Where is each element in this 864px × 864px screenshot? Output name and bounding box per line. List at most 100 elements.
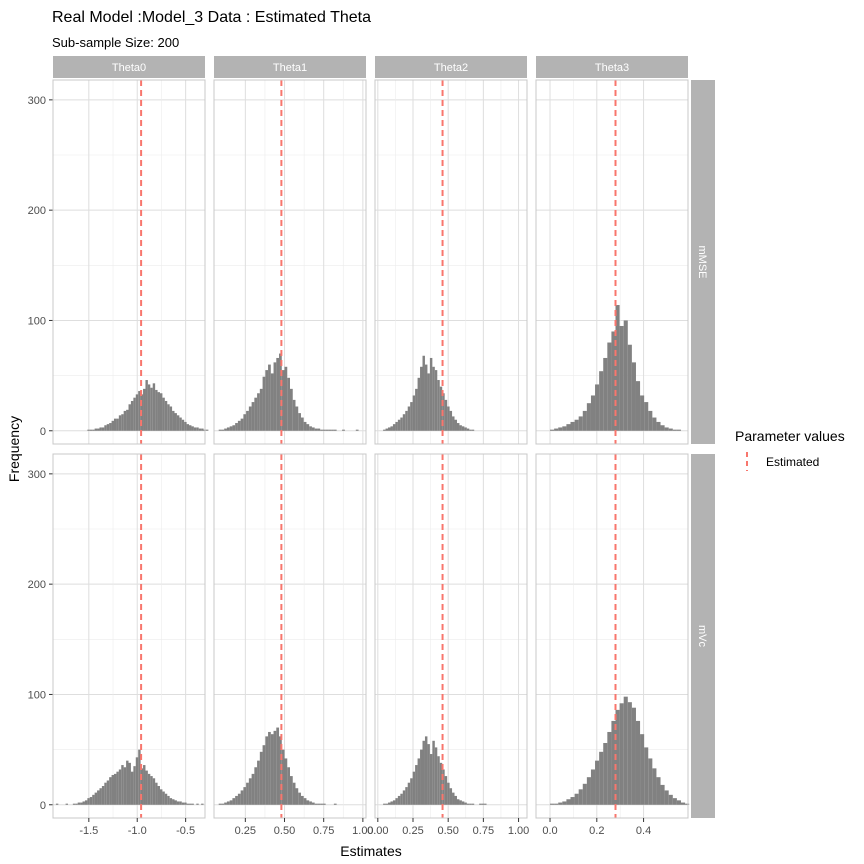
- x-tick-label: 0.50: [274, 825, 295, 837]
- histogram-bar: [454, 419, 457, 431]
- y-axis-title: Frequency: [6, 416, 22, 482]
- histogram-bar: [395, 421, 398, 431]
- histogram-bar: [284, 758, 288, 805]
- histogram-bar: [87, 429, 90, 431]
- histogram-bar: [218, 803, 222, 805]
- histogram-bar: [432, 366, 435, 431]
- histogram-bar: [176, 801, 180, 805]
- histogram-bar: [333, 429, 337, 431]
- histogram-bar: [452, 792, 455, 805]
- histogram-bar: [162, 791, 165, 805]
- histogram-bar: [243, 787, 247, 805]
- histogram-bar: [106, 780, 110, 805]
- strip-theta1: [214, 56, 366, 78]
- panel-background: [214, 454, 366, 818]
- histogram-bar: [550, 429, 555, 431]
- histogram-bar: [461, 426, 465, 431]
- histogram-bar: [179, 801, 182, 805]
- strip-theta2: [375, 56, 527, 78]
- panel-background: [53, 454, 205, 818]
- histogram-bar: [595, 760, 600, 805]
- histogram-bar: [229, 800, 233, 805]
- histogram-bar: [471, 429, 475, 431]
- histogram-bar: [167, 795, 170, 805]
- panel-border: [374, 453, 528, 819]
- histogram-bar: [128, 404, 131, 431]
- histogram-bar: [251, 773, 255, 805]
- histogram-bar: [314, 428, 318, 431]
- histogram-bar: [410, 402, 413, 431]
- histogram-bar: [648, 758, 653, 805]
- histogram-bar: [397, 795, 401, 805]
- histogram-bar: [130, 771, 134, 805]
- histogram-bar: [412, 771, 416, 805]
- histogram-bar: [582, 783, 587, 805]
- histogram-bar: [631, 707, 636, 805]
- histogram-bar: [147, 773, 151, 805]
- histogram-bar: [656, 421, 661, 431]
- histogram-bar: [644, 747, 649, 805]
- histogram-bar: [281, 749, 285, 805]
- panel-border: [213, 453, 367, 819]
- histogram-bar: [574, 793, 579, 805]
- histogram-bar: [570, 797, 575, 805]
- histogram-bar: [292, 399, 296, 431]
- histogram-bar: [287, 377, 290, 431]
- panel-background: [53, 80, 205, 444]
- histogram-bar: [619, 703, 624, 805]
- histogram-bar: [126, 409, 129, 431]
- histogram-bar: [268, 731, 271, 805]
- histogram-bar: [392, 424, 396, 431]
- histogram-bar: [317, 428, 321, 431]
- histogram-bar: [235, 423, 238, 431]
- x-axis-title: Estimates: [340, 843, 401, 859]
- histogram-bar: [89, 797, 93, 805]
- histogram-bar: [224, 428, 227, 431]
- histogram-bar: [99, 427, 102, 431]
- histogram-bar: [235, 795, 238, 805]
- histogram-bar: [292, 782, 296, 805]
- histogram-bar: [390, 801, 393, 805]
- histogram-bar: [405, 787, 408, 805]
- histogram-bar: [407, 782, 411, 805]
- histogram-bar: [481, 803, 485, 805]
- histogram-bar: [169, 406, 173, 431]
- histogram-bar: [300, 417, 304, 431]
- histogram-bar: [355, 429, 359, 431]
- facet-panels: Theta0 Theta1 Theta2 Theta3 mMSE mVc 0 100 200 30…: [28, 56, 715, 837]
- histogram-bar: [461, 801, 465, 805]
- histogram-bar: [92, 429, 95, 431]
- histogram-bar: [311, 427, 315, 431]
- histogram-bar: [143, 765, 146, 805]
- histogram-bar: [162, 397, 165, 431]
- histogram-bar: [172, 410, 175, 431]
- histogram-bar: [145, 380, 148, 431]
- histogram-bar: [586, 777, 591, 805]
- histogram-bar: [205, 429, 209, 431]
- histogram-bar: [427, 744, 430, 805]
- histogram-bar: [420, 366, 423, 431]
- histogram-bar: [554, 803, 559, 805]
- histogram-bar: [155, 782, 158, 805]
- histogram-bar: [226, 801, 230, 805]
- histogram-bar: [405, 410, 408, 431]
- histogram-bar: [660, 784, 665, 805]
- histogram-bar: [412, 395, 416, 431]
- histogram-bar: [226, 427, 230, 431]
- histogram-bar: [248, 778, 252, 805]
- histogram-bar: [449, 788, 453, 805]
- histogram-bar: [385, 428, 389, 431]
- histogram-bar: [586, 403, 591, 431]
- histogram-bar: [615, 305, 620, 431]
- histogram-bar: [152, 383, 156, 431]
- histogram-bar: [65, 803, 69, 805]
- histogram-bar: [232, 425, 236, 431]
- panel-border: [213, 79, 367, 445]
- x-tick-label: -1.0: [128, 825, 147, 837]
- histogram-bar: [174, 413, 177, 431]
- histogram-bar: [322, 803, 326, 805]
- histogram-bar: [402, 414, 406, 431]
- x-tick-label: -0.5: [176, 825, 195, 837]
- histogram-bar: [295, 406, 299, 431]
- panel-mmse-theta1: [213, 79, 367, 445]
